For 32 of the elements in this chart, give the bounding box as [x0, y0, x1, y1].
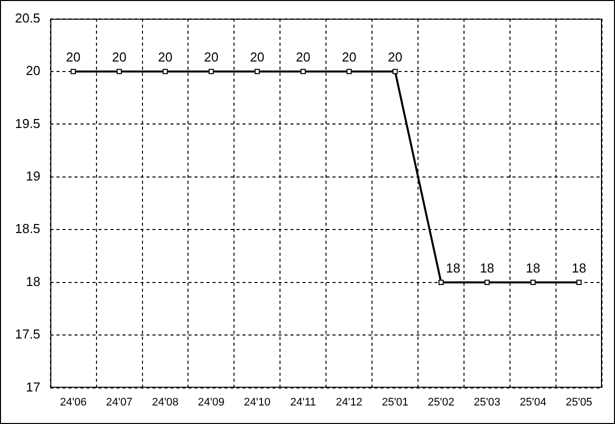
y-tick-label: 18 — [26, 274, 40, 289]
x-tick-label: 25'03 — [474, 396, 500, 408]
y-tick-label: 19 — [26, 168, 40, 184]
data-label: 20 — [296, 50, 310, 65]
data-label: 18 — [480, 260, 494, 276]
data-label: 20 — [112, 50, 126, 65]
data-label: 20 — [66, 50, 81, 65]
data-label: 20 — [388, 50, 402, 65]
data-label: 18 — [526, 260, 540, 276]
data-label: 20 — [158, 50, 172, 65]
data-label: 20 — [204, 50, 218, 65]
x-tick-label: 25'01 — [382, 396, 408, 408]
x-tick-label: 24'10 — [244, 396, 270, 408]
x-tick-label: 24'08 — [152, 396, 179, 408]
data-label: 20 — [342, 50, 356, 65]
x-tick-label: 25'02 — [428, 396, 454, 408]
x-tick-label: 25'05 — [566, 396, 592, 408]
data-label: 18 — [446, 260, 460, 276]
x-tick-label: 24'06 — [60, 396, 87, 408]
x-tick-label: 24'11 — [290, 396, 316, 408]
x-tick-label: 24'07 — [106, 396, 133, 408]
y-tick-label: 17.5 — [14, 326, 40, 342]
y-tick-label: 18.5 — [14, 221, 40, 236]
x-tick-label: 24'09 — [198, 396, 225, 408]
data-label: 18 — [572, 260, 586, 276]
x-tick-label: 24'12 — [336, 396, 362, 408]
y-tick-label: 20.5 — [14, 10, 40, 26]
y-tick-label: 17 — [26, 379, 40, 394]
x-tick-label: 25'04 — [520, 396, 546, 408]
data-label: 20 — [250, 50, 264, 65]
y-tick-label: 20 — [26, 63, 40, 78]
y-tick-label: 19.5 — [14, 116, 40, 131]
